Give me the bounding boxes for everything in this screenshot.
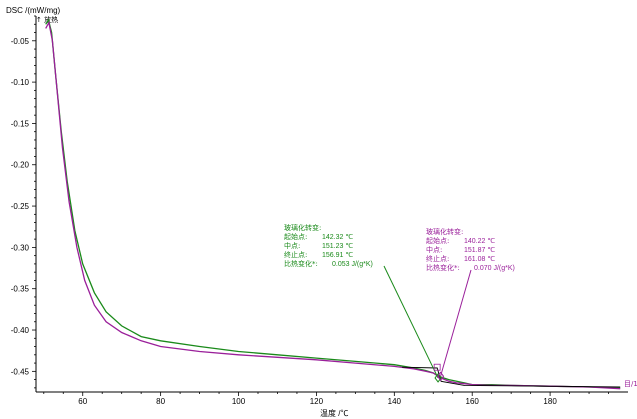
y-tick-label: -0.40 (11, 326, 30, 335)
annotation-row-label: 终止点: (426, 254, 449, 263)
series-line-1 (45, 18, 621, 389)
y-tick-label: -0.35 (11, 285, 30, 294)
annotation-row-value: 151.23 ℃ (322, 243, 353, 250)
annotation-row-label: 终止点: (284, 250, 307, 259)
x-tick-label: 180 (543, 397, 557, 406)
axes: 60 80 100 120 140 160 180 -0.05 -0.10 -0.15 -0.20 -… (11, 15, 628, 406)
annotation-row-value: 161.08 ℃ (464, 256, 495, 263)
y-tick-label: -0.10 (11, 78, 30, 87)
y-tick-label: -0.20 (11, 161, 30, 170)
annotation-title: 玻璃化转变: (284, 223, 321, 232)
annotation-row-label: 比热变化*: (284, 259, 318, 268)
x-tick-label: 140 (388, 397, 402, 406)
series-layer (45, 18, 621, 390)
annotation-row-value: 142.32 ℃ (322, 234, 353, 241)
annotation-row-value: 0.053 J/(g*K) (332, 261, 373, 268)
y-tick-label: -0.15 (11, 119, 30, 128)
annotation-row-value: 140.22 ℃ (464, 238, 495, 245)
x-tick-label: 160 (466, 397, 480, 406)
annotation-row-value: 0.070 J/(g*K) (474, 265, 515, 272)
y-tick-label: -0.25 (11, 202, 30, 211)
x-tick-label: 100 (232, 397, 246, 406)
corner-label: 目/1 (624, 380, 637, 388)
annotation-row-label: 起始点: (284, 232, 307, 241)
annotation-marker (436, 371, 445, 382)
transition-marker (433, 363, 441, 371)
annotation-title: 玻璃化转变: (426, 227, 463, 236)
annotation-1: 玻璃化转变:起始点: 142.32 ℃ 中点: 151.23 ℃ 终止点: 156.91 … (284, 223, 442, 383)
annotation-pointer-line (383, 265, 439, 379)
x-tick-label: 120 (310, 397, 324, 406)
annotation-row-value: 151.87 ℃ (464, 247, 495, 254)
annotation-row-value: 156.91 ℃ (322, 252, 353, 259)
annotation-row-label: 中点: (426, 245, 442, 254)
y-tick-label: -0.45 (11, 367, 30, 376)
y-tick-label: -0.05 (11, 37, 30, 46)
annotation-pointer-line (440, 269, 472, 377)
series-line-2 (45, 20, 621, 390)
annotation-row-label: 起始点: (426, 236, 449, 245)
x-axis-label: 温度 /℃ (320, 408, 348, 418)
exo-direction-label: ↑ 放热 (36, 15, 58, 24)
y-axis-label: DSC /(mW/mg) (6, 6, 61, 15)
x-tick-label: 60 (78, 397, 87, 406)
annotation-row-label: 中点: (284, 241, 300, 250)
annotation-2: 玻璃化转变:起始点: 140.22 ℃ 中点: 151.87 ℃ 终止点: 161.08 … (426, 227, 515, 382)
x-tick-label: 80 (156, 397, 165, 406)
baseline-reference-line (402, 366, 621, 388)
annotation-marker (434, 373, 442, 383)
annotation-row-label: 比热变化*: (426, 263, 460, 272)
y-tick-label: -0.30 (11, 243, 30, 252)
